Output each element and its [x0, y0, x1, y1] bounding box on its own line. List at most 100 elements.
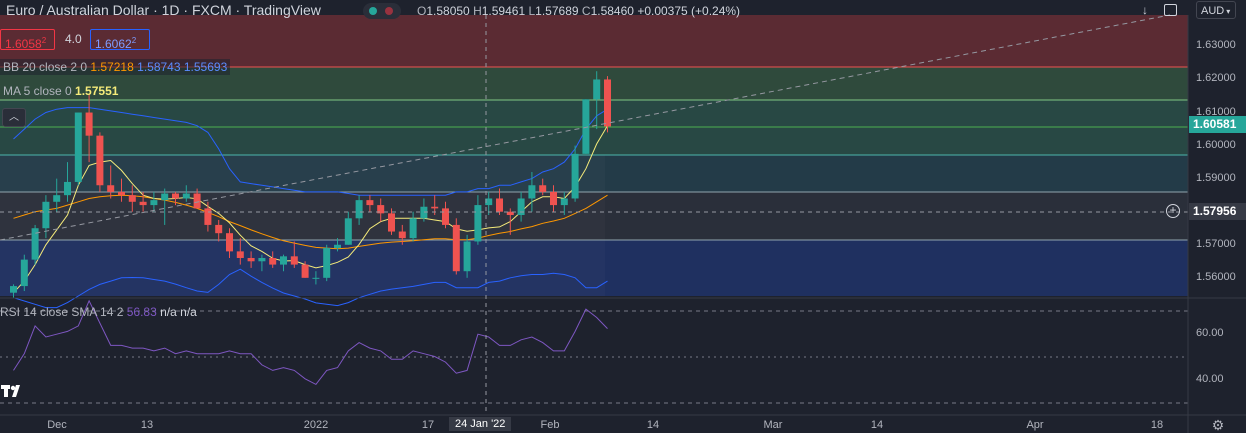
candle-body: [593, 79, 601, 100]
candle: [53, 178, 61, 212]
symbol-title[interactable]: Euro / Australian Dollar · 1D · FXCM · T…: [6, 2, 321, 18]
candle-body: [312, 277, 320, 279]
position-zones: [0, 15, 1188, 296]
price-tick-label: 1.62000: [1196, 72, 1236, 85]
candle-body: [442, 208, 449, 225]
candle: [539, 178, 547, 196]
candle-body: [334, 244, 341, 249]
candle-body: [193, 193, 201, 209]
candle: [366, 195, 374, 212]
crosshair-date-tag: 24 Jan '22: [449, 417, 512, 431]
bb-lower-value: 1.55693: [183, 60, 228, 74]
candle: [301, 261, 309, 278]
price-tick-label: 1.60000: [1196, 138, 1236, 151]
ohlc-readout: O1.58050 H1.59461 L1.57689 C1.58460 +0.0…: [417, 4, 740, 18]
sell-button[interactable]: 1.60582: [0, 29, 55, 51]
spread-value: 4.0: [65, 32, 82, 46]
bb-upper-value: 1.58743: [137, 60, 181, 74]
trend-line[interactable]: [0, 14, 1171, 241]
candle: [161, 188, 169, 225]
candle-body: [247, 257, 255, 262]
candle: [388, 208, 395, 235]
candle-body: [107, 185, 115, 192]
candle-body: [550, 191, 557, 206]
crosshair-add-icon[interactable]: +: [1166, 204, 1180, 218]
rsi-extra-value: n/a: [180, 305, 197, 319]
candle: [334, 238, 341, 252]
tradingview-logo-icon: [0, 382, 26, 400]
candle: [204, 201, 212, 232]
price-tick-label: 1.59000: [1196, 171, 1236, 184]
candle: [269, 251, 277, 268]
candle: [150, 191, 158, 212]
candle-body: [85, 112, 93, 136]
rsi-layer: [13, 299, 608, 386]
candle: [10, 284, 17, 298]
candle-body: [150, 200, 158, 206]
bb-legend[interactable]: BB 20 close 2 0 1.57218 1.58743 1.55693: [0, 59, 231, 75]
low-label: L: [528, 4, 536, 18]
loss-zone: [0, 240, 1188, 296]
arrow-down-icon[interactable]: ↓: [1142, 3, 1148, 17]
sell-price: 1.6058: [5, 37, 42, 51]
candle: [377, 198, 385, 222]
candle: [528, 172, 536, 212]
chevron-up-icon[interactable]: ︿: [2, 108, 26, 127]
candle-body: [42, 201, 50, 229]
candle-body: [290, 256, 298, 265]
candle: [355, 195, 363, 225]
rsi-legend[interactable]: RSI 14 close SMA 14 2 56.83 n/a n/a: [0, 305, 197, 319]
bb-legend-name: BB 20 close 2 0: [3, 60, 88, 74]
candle: [107, 165, 115, 199]
buy-price: 1.6062: [95, 37, 132, 51]
rsi-value: 56.83: [126, 305, 157, 319]
candle: [226, 228, 233, 258]
candle: [20, 254, 28, 292]
candle-body: [323, 248, 331, 278]
candle: [96, 132, 104, 192]
candle-body: [139, 201, 147, 206]
candle: [474, 195, 482, 245]
time-tick-label: Mar: [763, 419, 783, 431]
settings-gear-icon[interactable]: ⚙: [1211, 417, 1225, 433]
candle: [193, 188, 201, 209]
candle: [463, 234, 471, 278]
candle: [485, 191, 493, 216]
candle-body: [539, 185, 547, 192]
candle-body: [204, 208, 212, 225]
candle-body: [118, 191, 125, 196]
buy-button[interactable]: 1.60622: [90, 29, 150, 51]
high-label: H: [473, 4, 482, 18]
market-status-toggle[interactable]: [363, 3, 401, 19]
candle: [604, 76, 611, 133]
rsi-tick-60: 60.00: [1196, 327, 1224, 339]
candle-body: [506, 211, 514, 216]
ma-value: 1.57551: [75, 84, 119, 98]
candle: [398, 224, 406, 245]
candle-body: [463, 241, 471, 272]
crosshair-price-tag: 1.57956: [1189, 203, 1246, 220]
candle: [571, 145, 579, 202]
candle: [312, 271, 320, 285]
price-tick-label: 1.56000: [1196, 270, 1236, 283]
currency-select[interactable]: AUD ▾: [1196, 1, 1236, 19]
candle: [247, 251, 255, 268]
fullscreen-icon[interactable]: [1164, 4, 1177, 16]
candle-body: [388, 213, 395, 232]
candle-body: [128, 195, 136, 202]
candles-layer: [10, 71, 611, 298]
ma-legend[interactable]: MA 5 close 0 1.57551: [0, 83, 121, 99]
candle-body: [96, 135, 104, 186]
candle: [517, 191, 525, 222]
candle: [344, 211, 352, 245]
candle-body: [161, 193, 169, 201]
candle: [506, 208, 514, 235]
candle-body: [10, 286, 17, 293]
candle: [74, 112, 82, 186]
bb-basis-line: [13, 194, 608, 250]
time-tick-label: 18: [1150, 419, 1164, 431]
candle-body: [528, 185, 536, 199]
candle: [550, 185, 557, 212]
